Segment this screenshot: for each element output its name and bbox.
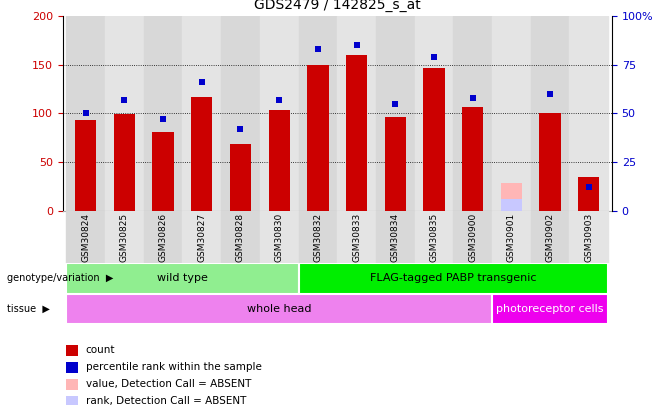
Bar: [66, 263, 299, 294]
Bar: [66, 16, 105, 211]
Bar: [492, 211, 531, 263]
Bar: [105, 16, 143, 211]
Text: GSM30901: GSM30901: [507, 213, 516, 262]
Bar: [307, 65, 328, 211]
Text: GSM30900: GSM30900: [468, 213, 477, 262]
Bar: [260, 16, 299, 211]
Text: whole head: whole head: [247, 304, 311, 314]
Bar: [376, 16, 415, 211]
Text: GSM30832: GSM30832: [313, 213, 322, 262]
Text: tissue  ▶: tissue ▶: [7, 304, 49, 314]
Bar: [453, 16, 492, 211]
Bar: [492, 16, 531, 211]
Text: GSM30834: GSM30834: [391, 213, 400, 262]
Bar: [415, 211, 453, 263]
Bar: [114, 114, 135, 211]
Bar: [423, 68, 445, 211]
Text: value, Detection Call = ABSENT: value, Detection Call = ABSENT: [86, 379, 251, 389]
Bar: [462, 107, 483, 211]
Bar: [221, 16, 260, 211]
Bar: [492, 294, 608, 324]
Text: GSM30903: GSM30903: [584, 213, 594, 262]
Bar: [346, 55, 367, 211]
Bar: [182, 16, 221, 211]
Text: GSM30827: GSM30827: [197, 213, 207, 262]
Bar: [569, 16, 608, 211]
Bar: [191, 97, 213, 211]
Bar: [337, 211, 376, 263]
Bar: [299, 263, 608, 294]
Bar: [268, 111, 290, 211]
Bar: [540, 113, 561, 211]
Bar: [182, 211, 221, 263]
Text: genotype/variation  ▶: genotype/variation ▶: [7, 273, 113, 283]
Bar: [569, 211, 608, 263]
Bar: [337, 16, 376, 211]
Bar: [66, 294, 492, 324]
Bar: [299, 16, 337, 211]
Title: GDS2479 / 142825_s_at: GDS2479 / 142825_s_at: [254, 0, 420, 13]
Bar: [143, 16, 182, 211]
Bar: [230, 143, 251, 211]
Text: rank, Detection Call = ABSENT: rank, Detection Call = ABSENT: [86, 396, 246, 405]
Bar: [105, 211, 143, 263]
Bar: [376, 211, 415, 263]
Bar: [143, 211, 182, 263]
Text: count: count: [86, 345, 115, 355]
Text: GSM30824: GSM30824: [81, 213, 90, 262]
Bar: [66, 211, 105, 263]
Bar: [385, 117, 406, 211]
Text: FLAG-tagged PABP transgenic: FLAG-tagged PABP transgenic: [370, 273, 536, 283]
Text: percentile rank within the sample: percentile rank within the sample: [86, 362, 261, 372]
Text: GSM30828: GSM30828: [236, 213, 245, 262]
Text: GSM30830: GSM30830: [274, 213, 284, 262]
Bar: [221, 211, 260, 263]
Text: GSM30826: GSM30826: [159, 213, 168, 262]
Bar: [501, 183, 522, 211]
Bar: [531, 16, 569, 211]
Bar: [453, 211, 492, 263]
Text: photoreceptor cells: photoreceptor cells: [496, 304, 604, 314]
Bar: [578, 177, 599, 211]
Bar: [153, 132, 174, 211]
Text: GSM30902: GSM30902: [545, 213, 555, 262]
Bar: [299, 211, 337, 263]
Bar: [531, 211, 569, 263]
Bar: [501, 199, 522, 211]
Text: GSM30835: GSM30835: [430, 213, 438, 262]
Text: wild type: wild type: [157, 273, 208, 283]
Text: GSM30833: GSM30833: [352, 213, 361, 262]
Bar: [415, 16, 453, 211]
Bar: [260, 211, 299, 263]
Bar: [75, 120, 96, 211]
Text: GSM30825: GSM30825: [120, 213, 129, 262]
